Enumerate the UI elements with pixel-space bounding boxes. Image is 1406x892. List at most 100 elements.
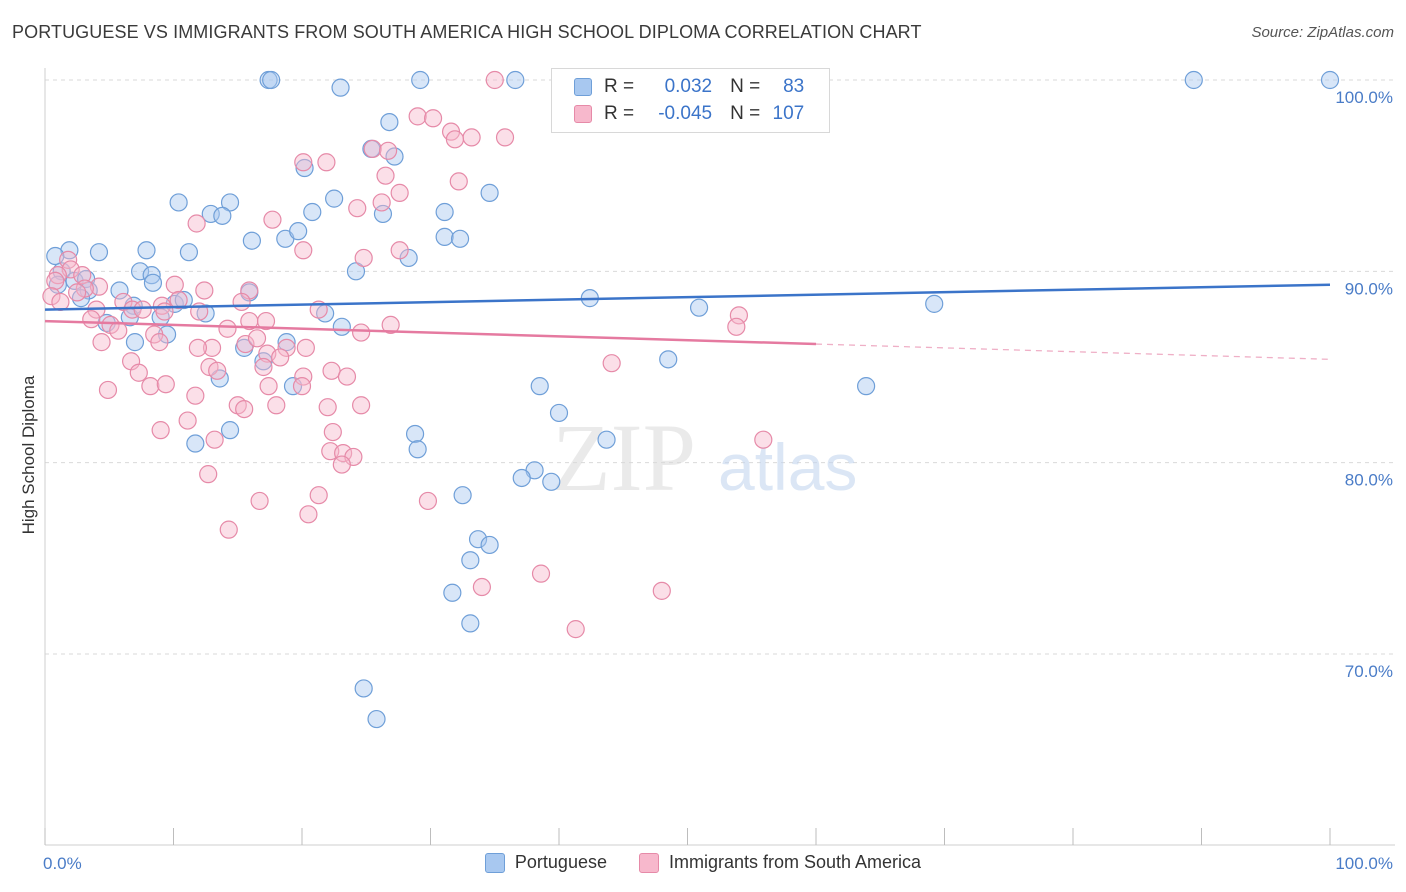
data-point xyxy=(309,486,328,505)
data-point xyxy=(462,128,481,147)
data-point xyxy=(352,396,371,415)
data-point xyxy=(445,130,465,149)
data-point xyxy=(51,292,70,312)
data-point xyxy=(220,193,240,212)
data-point xyxy=(318,398,337,417)
data-point xyxy=(352,323,371,342)
data-point xyxy=(263,210,282,229)
x-tick-label: 0.0% xyxy=(43,854,82,873)
data-point xyxy=(133,300,152,319)
data-point xyxy=(354,248,373,268)
data-point xyxy=(378,141,398,160)
data-point xyxy=(380,112,399,132)
data-point xyxy=(196,304,215,323)
legend-item-immigrants[interactable]: Immigrants from South America xyxy=(638,852,921,873)
data-point xyxy=(156,375,175,394)
data-point xyxy=(219,520,238,539)
data-point xyxy=(530,377,549,396)
data-point xyxy=(208,361,227,380)
data-point xyxy=(218,319,237,338)
legend-r-label: R = xyxy=(604,103,635,124)
legend-r-value: 0.032 xyxy=(664,76,713,97)
data-point xyxy=(235,399,254,419)
data-point xyxy=(480,183,499,202)
data-point xyxy=(1184,70,1203,90)
data-point xyxy=(188,338,208,357)
data-point xyxy=(506,70,525,90)
data-point xyxy=(317,153,336,172)
x-tick-label: 100.0% xyxy=(1335,854,1393,873)
data-point xyxy=(213,206,232,225)
y-tick-label: 100.0% xyxy=(1335,88,1393,107)
data-point xyxy=(220,421,240,440)
data-point xyxy=(435,227,454,246)
data-point xyxy=(303,202,322,222)
legend-label-portuguese: Portuguese xyxy=(514,852,607,872)
data-point xyxy=(727,317,746,336)
data-point xyxy=(186,386,205,405)
data-point xyxy=(367,709,386,729)
data-point xyxy=(512,468,531,488)
chart-title: PORTUGUESE VS IMMIGRANTS FROM SOUTH AMER… xyxy=(12,22,922,42)
data-point xyxy=(292,377,312,396)
data-point xyxy=(157,325,177,344)
data-point xyxy=(372,193,391,212)
data-point xyxy=(294,153,313,172)
legend-r-value: -0.045 xyxy=(658,103,713,124)
data-point xyxy=(332,455,351,474)
data-point xyxy=(137,241,156,260)
data-point xyxy=(202,338,222,357)
data-point xyxy=(354,679,373,698)
y-tick-label: 90.0% xyxy=(1345,279,1393,298)
data-point xyxy=(405,424,425,444)
data-point xyxy=(480,535,499,555)
data-point xyxy=(178,411,197,430)
tick-labels: 70.0% 80.0% 90.0% 100.0% 0.0% 100.0% xyxy=(43,88,1393,873)
watermark-atlas: atlas xyxy=(718,430,857,504)
data-point xyxy=(443,583,462,602)
legend-r-label: R = xyxy=(604,76,635,97)
data-point xyxy=(363,139,382,158)
legend-n-value: 83 xyxy=(783,76,805,97)
data-point xyxy=(435,202,454,222)
data-point xyxy=(242,231,261,250)
data-point xyxy=(857,377,876,396)
data-point xyxy=(418,491,438,511)
data-point xyxy=(461,551,480,570)
data-point xyxy=(299,505,318,524)
data-point xyxy=(187,214,206,233)
data-point xyxy=(179,243,199,262)
data-point xyxy=(602,354,621,373)
data-point xyxy=(346,262,366,281)
data-point xyxy=(659,350,678,369)
data-point xyxy=(449,172,468,191)
data-point xyxy=(729,306,749,325)
data-point xyxy=(277,333,296,352)
data-point xyxy=(109,321,128,340)
data-point xyxy=(262,70,281,90)
data-point xyxy=(150,333,169,352)
data-point xyxy=(123,300,142,319)
data-point xyxy=(337,367,357,386)
data-point xyxy=(141,377,160,396)
legend-swatch-immigrants xyxy=(638,852,659,873)
data-point xyxy=(201,204,220,224)
data-point xyxy=(236,334,255,354)
data-point xyxy=(450,229,470,248)
data-point xyxy=(174,290,193,310)
series-legend: Portuguese Immigrants from South America xyxy=(0,852,1406,873)
data-point xyxy=(689,298,709,317)
axes xyxy=(44,68,1395,846)
data-point xyxy=(195,281,214,300)
data-point xyxy=(129,363,148,382)
data-point xyxy=(130,262,150,281)
data-point xyxy=(289,222,308,241)
data-point xyxy=(271,348,290,367)
data-point xyxy=(652,581,671,600)
data-point xyxy=(295,158,314,178)
data-point xyxy=(325,189,344,208)
data-point xyxy=(323,422,342,442)
trend-line-solid xyxy=(44,319,817,346)
legend-item-portuguese[interactable]: Portuguese xyxy=(484,852,607,873)
